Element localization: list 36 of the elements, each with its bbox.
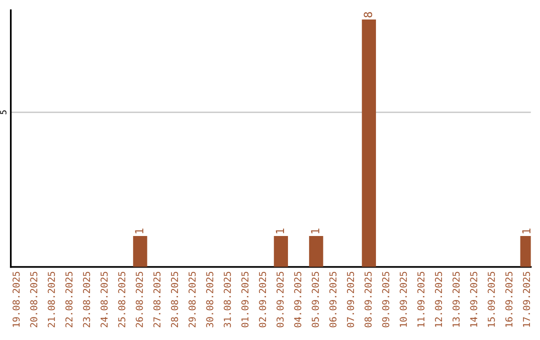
x-tick-label: 04.09.2025	[294, 272, 302, 328]
x-tick-label: 31.08.2025	[224, 272, 231, 328]
x-tick-label: 23.08.2025	[82, 272, 90, 328]
x-tick-label: 14.09.2025	[470, 272, 478, 327]
y-tick-label: 5	[0, 110, 6, 114]
data-label: 1	[311, 228, 320, 234]
x-tick-label: 12.09.2025	[434, 272, 442, 327]
x-tick-label: 29.08.2025	[188, 272, 196, 328]
data-label: 8	[364, 12, 372, 18]
x-tick-label: 28.08.2025	[170, 272, 178, 328]
x-tick-label: 17.09.2025	[522, 272, 530, 327]
x-tick-label: 25.08.2025	[118, 272, 126, 328]
x-tick-label: 26.08.2025	[136, 272, 143, 328]
data-label: 1	[276, 228, 284, 234]
x-tick-label: 01.09.2025	[241, 272, 248, 328]
x-tick-label: 05.09.2025	[312, 272, 319, 328]
x-tick-label: 11.09.2025	[417, 272, 424, 327]
x-tick-label: 21.08.2025	[48, 272, 55, 328]
x-tick-label: 27.08.2025	[153, 272, 161, 328]
x-tick-label: 06.09.2025	[329, 272, 336, 328]
x-tick-label: 07.09.2025	[346, 272, 354, 328]
x-tick-label: 13.09.2025	[452, 272, 460, 327]
x-tick-label: 10.09.2025	[400, 272, 407, 327]
x-tick-label: 30.08.2025	[206, 272, 214, 328]
x-tick-label: 02.09.2025	[258, 272, 266, 328]
x-tick-label: 20.08.2025	[30, 272, 38, 328]
x-tick-label: 15.09.2025	[488, 272, 495, 327]
x-tick-label: 22.08.2025	[65, 272, 73, 328]
x-tick-label: 24.08.2025	[100, 272, 108, 328]
x-tick-label: 19.08.2025	[12, 272, 20, 327]
data-label: 1	[135, 228, 144, 234]
x-tick-label: 16.09.2025	[505, 272, 512, 327]
x-tick-label: 03.09.2025	[276, 272, 284, 328]
x-tick-label: 09.09.2025	[382, 272, 390, 328]
data-label: 1	[522, 228, 530, 234]
x-tick-label: 08.09.2025	[364, 272, 372, 328]
